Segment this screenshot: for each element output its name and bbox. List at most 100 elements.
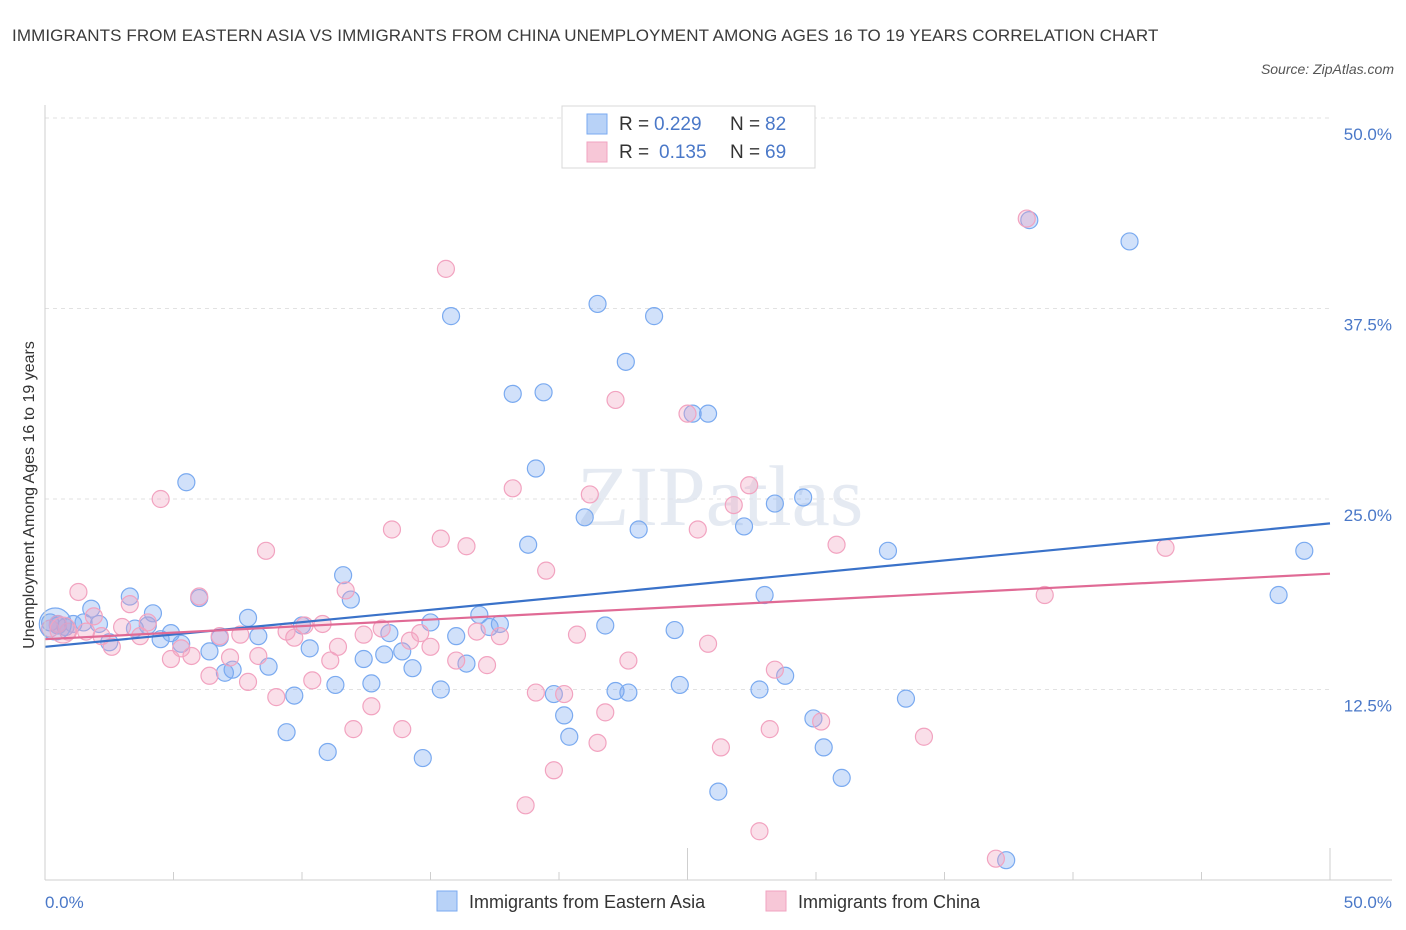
- legend-r-value-1: 0.229: [654, 114, 702, 135]
- point-s0-11: [143, 604, 163, 623]
- x-tick-label-0: 0.0%: [45, 893, 84, 912]
- tick-labels: 12.5% 25.0% 37.5% 50.0% 0.0% 50.0%: [45, 125, 1392, 912]
- point-s0-54: [575, 508, 594, 527]
- point-s0-62: [665, 620, 684, 640]
- point-s0-14: [172, 634, 191, 653]
- point-s1-26: [285, 628, 304, 647]
- point-s1-70: [812, 712, 831, 731]
- point-s0-72: [794, 488, 813, 507]
- point-s1-41: [421, 637, 440, 656]
- point-s0-30: [334, 566, 353, 585]
- point-s1-14: [172, 639, 191, 658]
- legend-r-value-2: 0.135: [659, 142, 707, 163]
- point-s1-45: [457, 537, 476, 556]
- point-s1-49: [503, 479, 522, 498]
- legend-swatch-eastern-asia: [586, 113, 608, 135]
- point-s0-77: [896, 689, 916, 708]
- point-s0-70: [765, 494, 784, 513]
- point-s0-27: [300, 639, 319, 658]
- point-s0-81: [1269, 585, 1288, 605]
- axes: [44, 105, 1392, 881]
- legend-swatch-china: [586, 141, 608, 163]
- point-s0-43: [457, 654, 476, 673]
- point-s0-51: [544, 684, 563, 704]
- point-s1-76: [1156, 538, 1175, 557]
- point-s1-75: [1035, 585, 1054, 605]
- point-s1-68: [760, 720, 779, 739]
- point-s0-68: [750, 680, 769, 699]
- point-s0-38: [413, 748, 432, 768]
- trend-lines: [44, 522, 1331, 648]
- point-s1-52: [537, 561, 556, 580]
- point-s0-64: [683, 404, 702, 423]
- point-s1-71: [827, 535, 846, 554]
- point-s0-71: [776, 666, 795, 685]
- point-s0-74: [814, 738, 833, 757]
- point-s1-36: [372, 619, 391, 638]
- bottom-legend-label-eastern-asia: Immigrants from Eastern Asia: [469, 892, 706, 912]
- bottom-legend-swatch-eastern-asia: [436, 890, 458, 912]
- point-s0-8: [120, 587, 139, 606]
- point-s0-82: [1295, 541, 1314, 560]
- point-s0-76: [878, 541, 898, 560]
- point-s1-57: [588, 733, 607, 752]
- point-s0-41: [441, 307, 461, 326]
- point-s1-22: [249, 646, 268, 666]
- point-s1-3: [69, 582, 88, 602]
- trend-line-1: [44, 572, 1331, 641]
- y-tick-label-3: 50.0%: [1344, 125, 1392, 144]
- point-s0-28: [318, 742, 337, 762]
- watermark: ZIPatlas: [577, 448, 864, 544]
- point-s0-56: [596, 616, 615, 635]
- point-s0-33: [362, 674, 381, 693]
- point-s0-40: [431, 680, 450, 699]
- point-s1-23: [256, 541, 276, 560]
- point-s1-34: [354, 625, 373, 644]
- point-s1-46: [467, 622, 486, 641]
- data-points: [38, 209, 1314, 870]
- point-s0-42: [447, 627, 466, 646]
- point-s1-21: [238, 672, 258, 691]
- point-s1-44: [447, 651, 466, 670]
- point-s1-48: [490, 627, 509, 646]
- point-s1-58: [596, 703, 615, 722]
- y-tick-label-1: 25.0%: [1344, 506, 1392, 525]
- point-s0-67: [734, 517, 754, 536]
- point-s0-69: [755, 585, 774, 605]
- legend-n-value-2: 69: [765, 142, 786, 163]
- legend-n-label-1: N =: [730, 114, 760, 135]
- point-s1-40: [411, 624, 430, 643]
- point-s1-16: [190, 587, 209, 606]
- point-s1-15: [182, 646, 201, 666]
- point-s1-69: [765, 660, 784, 679]
- point-s0-53: [560, 727, 579, 746]
- point-s1-51: [526, 683, 545, 702]
- point-s1-19: [220, 648, 240, 667]
- y-axis-label: Unemployment Among Ages 16 to 19 years: [21, 341, 38, 649]
- point-s0-49: [526, 459, 545, 478]
- point-s0-60: [629, 520, 648, 539]
- point-s0-32: [354, 649, 373, 669]
- point-cluster-china: [49, 616, 77, 644]
- point-s1-60: [619, 651, 638, 670]
- point-s0-61: [644, 307, 664, 326]
- point-s0-22: [249, 627, 268, 646]
- point-s1-47: [477, 656, 497, 675]
- point-s1-28: [303, 671, 322, 690]
- point-s0-37: [403, 659, 422, 678]
- point-s1-43: [436, 259, 456, 278]
- point-s1-65: [724, 495, 743, 515]
- point-s0-17: [200, 642, 219, 661]
- point-s1-73: [986, 849, 1006, 868]
- point-s0-48: [519, 535, 538, 554]
- bottom-legend-label-china: Immigrants from China: [798, 892, 981, 912]
- point-s1-7: [102, 637, 121, 656]
- point-s1-24: [267, 688, 286, 707]
- point-s1-61: [678, 404, 697, 423]
- trend-line-0: [44, 522, 1331, 648]
- point-s1-35: [362, 697, 381, 716]
- point-s0-50: [534, 383, 553, 402]
- point-s1-42: [431, 529, 450, 548]
- point-s1-18: [210, 627, 229, 646]
- point-s0-15: [177, 473, 196, 492]
